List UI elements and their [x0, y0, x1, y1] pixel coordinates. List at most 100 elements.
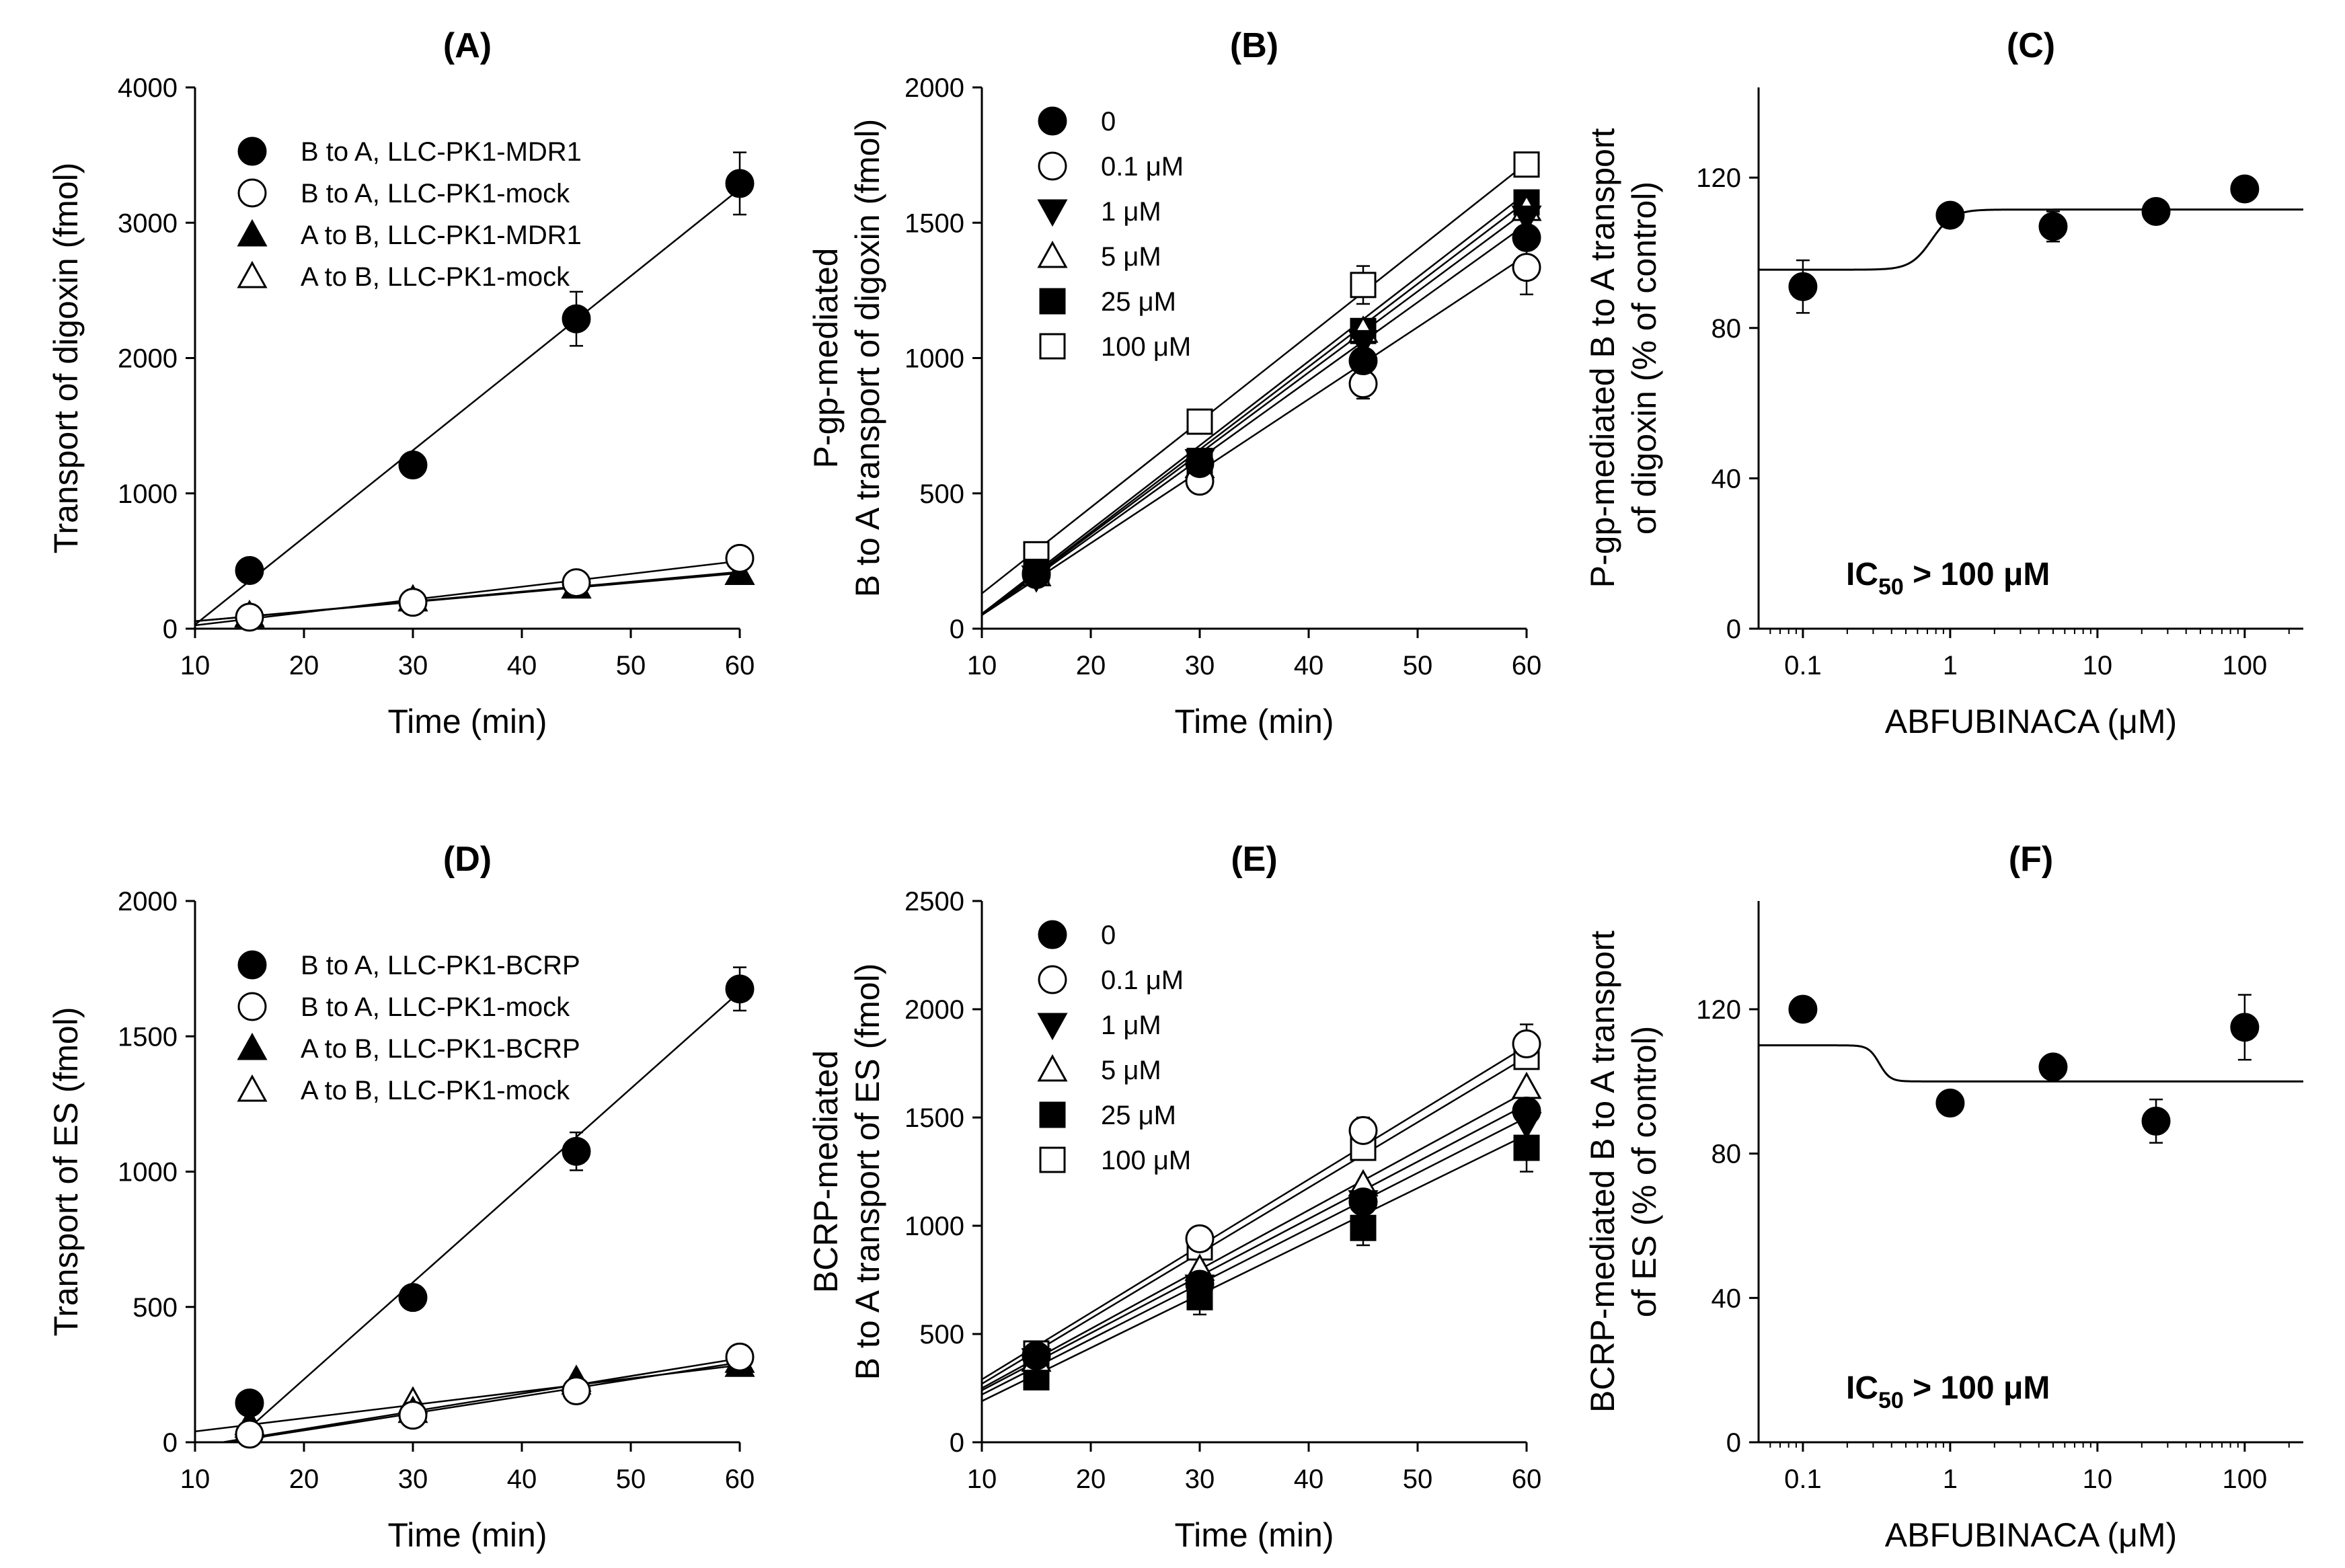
legend-marker [1039, 1146, 1066, 1173]
x-tick-label: 10 [2083, 1464, 2113, 1494]
x-tick-label: 10 [967, 1464, 997, 1494]
data-point [562, 1376, 591, 1406]
x-axis-title: Time (min) [387, 703, 547, 740]
legend-label: 100 μM [1101, 332, 1191, 362]
legend: B to A, LLC-PK1-BCRP B to A, LLC-PK1-mock… [237, 950, 580, 1105]
y-tick-label: 4000 [118, 73, 178, 103]
x-tick-label: 10 [180, 1464, 210, 1494]
legend-marker [1039, 1101, 1066, 1128]
fit-line [222, 1357, 740, 1442]
legend-marker [237, 992, 267, 1021]
fit-lines [982, 1045, 1527, 1402]
x-tick-label: 50 [1403, 651, 1433, 680]
fit-line [982, 1134, 1527, 1402]
panel-title: (B) [1230, 26, 1278, 65]
y-tick-label: 80 [1712, 1140, 1742, 1169]
x-tick-label: 60 [1512, 651, 1542, 680]
legend-label: 100 μM [1101, 1146, 1191, 1175]
fit-lines [195, 990, 740, 1442]
annotation-value: > 100 μM [1904, 557, 2050, 592]
data-point [1512, 1029, 1541, 1059]
y-tick-label: 120 [1696, 163, 1741, 193]
x-tick-label: 1 [1943, 651, 1958, 680]
fit-line [982, 1045, 1527, 1380]
x-tick-label: 0.1 [1784, 1464, 1822, 1494]
legend: 0 0.1 μM 1 μM 5 μM 25 μM 100 μM [1037, 920, 1191, 1175]
y-tick-label: 0 [1726, 615, 1741, 644]
y-tick-label: 1000 [905, 344, 964, 374]
fit-lines [195, 188, 740, 627]
data-point [2141, 1106, 2171, 1136]
x-tick-label: 60 [1512, 1464, 1542, 1494]
x-axis-title: Time (min) [1174, 1516, 1334, 1554]
legend-marker [1038, 965, 1067, 994]
annotation-subscript: 50 [1878, 1388, 1904, 1413]
panel-title: (A) [443, 26, 492, 65]
fit-line [982, 200, 1527, 616]
y-axis-title: B to A transport of digoxin (fmol) [849, 119, 886, 597]
x-tick-label: 0.1 [1784, 651, 1822, 680]
x-tick-label: 100 [2222, 1464, 2267, 1494]
x-tick-label: 50 [1403, 1464, 1433, 1494]
data-point [1185, 448, 1215, 478]
x-tick-label: 40 [1294, 651, 1324, 680]
y-tick-label: 2000 [905, 995, 964, 1025]
legend-marker [1039, 288, 1066, 315]
panel-a: (A) 10 20 30 40 50 60 0 1000 2000 3000 4000 Time (mi… [47, 26, 755, 740]
data-point [2038, 212, 2068, 241]
data-point [1513, 1134, 1540, 1161]
data-point [1350, 272, 1377, 299]
x-tick-label: 50 [616, 651, 646, 680]
legend-marker [1038, 920, 1067, 949]
x-axis-title: Time (min) [1174, 703, 1334, 740]
data-point [562, 304, 591, 334]
fit-line [195, 572, 740, 623]
y-tick-label: 500 [132, 1293, 178, 1323]
legend-label: 0.1 μM [1101, 152, 1184, 182]
legend-label: 1 μM [1101, 1011, 1161, 1040]
y-tick-label: 500 [919, 1320, 964, 1349]
x-axis-title: Time (min) [387, 1516, 547, 1554]
x-tick-label: 10 [180, 651, 210, 680]
legend-label: B to A, LLC-PK1-BCRP [301, 951, 580, 980]
y-tick-label: 1500 [905, 1103, 964, 1133]
y-tick-label: 1000 [118, 1158, 178, 1187]
fit-line [195, 188, 740, 625]
x-tick-label: 60 [725, 651, 755, 680]
data-point [2141, 196, 2171, 226]
annotation-ic: IC [1846, 557, 1878, 592]
data-point [1788, 994, 1818, 1024]
legend-marker [237, 136, 267, 166]
y-tick-label: 0 [163, 615, 178, 644]
legend-label: 0.1 μM [1101, 966, 1184, 995]
data-point [398, 1283, 428, 1312]
fit-line [227, 1362, 740, 1442]
y-axis-title: of digoxin (% of control) [1625, 182, 1663, 535]
y-axis-title: BCRP-mediated [807, 1050, 845, 1293]
fit-lines [1759, 208, 2303, 271]
data-point [235, 555, 264, 585]
x-tick-label: 20 [1076, 651, 1106, 680]
x-tick-label: 100 [2222, 651, 2267, 680]
x-tick-label: 40 [507, 651, 537, 680]
data-point [1348, 346, 1378, 376]
fit-lines [1759, 1044, 2303, 1083]
fit-line [982, 1103, 1527, 1391]
x-tick-label: 30 [398, 651, 428, 680]
legend-label: B to A, LLC-PK1-mock [301, 179, 570, 208]
legend-marker [1037, 240, 1068, 268]
x-tick-label: 20 [289, 1464, 319, 1494]
data-point [1185, 1224, 1215, 1253]
y-tick-label: 2000 [905, 73, 964, 103]
y-tick-label: 1000 [905, 1212, 964, 1241]
data-point [398, 1401, 428, 1430]
legend-marker [237, 260, 268, 288]
legend-marker [237, 219, 268, 247]
legend-label: A to B, LLC-PK1-MDR1 [301, 221, 582, 250]
data-point [398, 450, 428, 479]
x-axis-title: ABFUBINACA (μM) [1885, 1516, 2177, 1554]
sigmoid-fit-curve [1759, 1044, 2303, 1083]
sigmoid-fit-curve [1759, 208, 2303, 271]
y-tick-label: 120 [1696, 995, 1741, 1025]
fit-line [232, 990, 740, 1442]
